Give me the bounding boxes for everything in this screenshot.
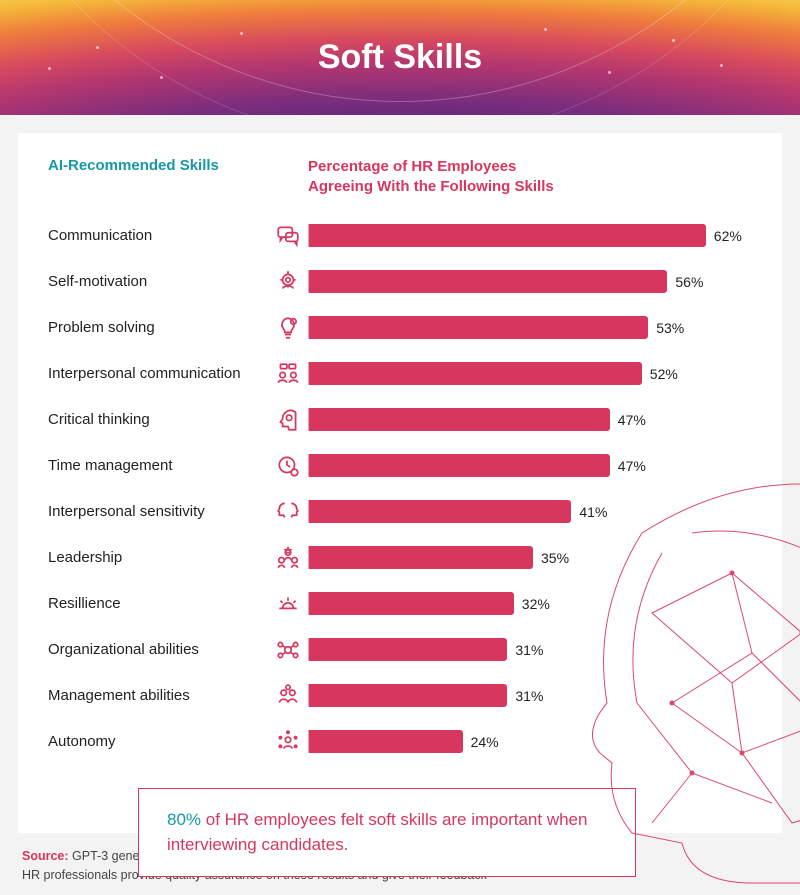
bar-value: 31% [515, 642, 543, 658]
source-label: Source: [22, 849, 69, 863]
bar-value: 47% [618, 458, 646, 474]
chart-row: Interpersonal sensitivity 41% [48, 492, 752, 532]
skill-label: Management abilities [48, 687, 268, 704]
bar-fill [309, 546, 533, 569]
bar-track: 41% [308, 500, 752, 523]
bar-value: 41% [579, 504, 607, 520]
bar-value: 35% [541, 550, 569, 566]
chart-row: Autonomy 24% [48, 722, 752, 762]
chart-row: Time management 47% [48, 446, 752, 486]
bar-chart: Communication 62% Self-motivation 56% Proble… [48, 216, 752, 762]
bar-fill [309, 454, 610, 477]
skill-label: Critical thinking [48, 411, 268, 428]
bar-track: 62% [308, 224, 752, 247]
bar-value: 32% [522, 596, 550, 612]
left-col-label: AI-Recommended Skills [48, 157, 308, 198]
bar-value: 56% [675, 274, 703, 290]
bar-fill [309, 684, 507, 707]
chart-row: Communication 62% [48, 216, 752, 256]
bar-fill [309, 362, 642, 385]
page-title: Soft Skills [318, 38, 482, 77]
bar-value: 24% [471, 734, 499, 750]
skill-label: Organizational abilities [48, 641, 268, 658]
bar-value: 52% [650, 366, 678, 382]
bar-value: 31% [515, 688, 543, 704]
bar-value: 62% [714, 228, 742, 244]
chat-icon [268, 223, 308, 249]
skill-label: Interpersonal communication [48, 365, 268, 382]
bar-track: 47% [308, 454, 752, 477]
bar-fill [309, 500, 571, 523]
chart-row: Management abilities 31% [48, 676, 752, 716]
team-star-icon [268, 545, 308, 571]
bar-track: 52% [308, 362, 752, 385]
bar-value: 53% [656, 320, 684, 336]
skill-label: Communication [48, 227, 268, 244]
chart-row: Organizational abilities 31% [48, 630, 752, 670]
bar-fill [309, 408, 610, 431]
right-col-label: Percentage of HR Employees Agreeing With… [308, 157, 752, 198]
person-orbit-icon [268, 729, 308, 755]
people-gear-icon [268, 683, 308, 709]
header-banner: Soft Skills [0, 0, 800, 115]
network-gear-icon [268, 637, 308, 663]
bar-track: 32% [308, 592, 752, 615]
chart-row: Self-motivation 56% [48, 262, 752, 302]
callout-pct: 80% [167, 810, 201, 829]
callout-body: of HR employees felt soft skills are imp… [167, 810, 587, 855]
chart-row: Interpersonal communication 52% [48, 354, 752, 394]
skill-label: Autonomy [48, 733, 268, 750]
callout-box: 80% of HR employees felt soft skills are… [138, 788, 636, 877]
skill-label: Interpersonal sensitivity [48, 503, 268, 520]
bar-track: 35% [308, 546, 752, 569]
bar-value: 47% [618, 412, 646, 428]
sunrise-icon [268, 591, 308, 617]
skill-label: Leadership [48, 549, 268, 566]
skill-label: Time management [48, 457, 268, 474]
bar-fill [309, 224, 706, 247]
chart-row: Leadership 35% [48, 538, 752, 578]
two-heads-icon [268, 499, 308, 525]
chart-row: Problem solving 53% [48, 308, 752, 348]
bar-track: 56% [308, 270, 752, 293]
chart-row: Critical thinking 47% [48, 400, 752, 440]
bar-fill [309, 316, 648, 339]
bar-track: 31% [308, 638, 752, 661]
bar-fill [309, 730, 463, 753]
bar-fill [309, 270, 667, 293]
clock-gear-icon [268, 453, 308, 479]
skill-label: Self-motivation [48, 273, 268, 290]
bar-track: 53% [308, 316, 752, 339]
bar-track: 31% [308, 684, 752, 707]
target-head-icon [268, 269, 308, 295]
skill-label: Problem solving [48, 319, 268, 336]
skill-label: Resillience [48, 595, 268, 612]
column-headers: AI-Recommended Skills Percentage of HR E… [48, 157, 752, 198]
main-panel: AI-Recommended Skills Percentage of HR E… [18, 133, 782, 833]
head-gear-icon [268, 407, 308, 433]
chart-row: Resillience 32% [48, 584, 752, 624]
bar-fill [309, 638, 507, 661]
bar-track: 47% [308, 408, 752, 431]
two-people-chat-icon [268, 361, 308, 387]
bar-track: 24% [308, 730, 752, 753]
bar-fill [309, 592, 514, 615]
bulb-gear-icon [268, 315, 308, 341]
